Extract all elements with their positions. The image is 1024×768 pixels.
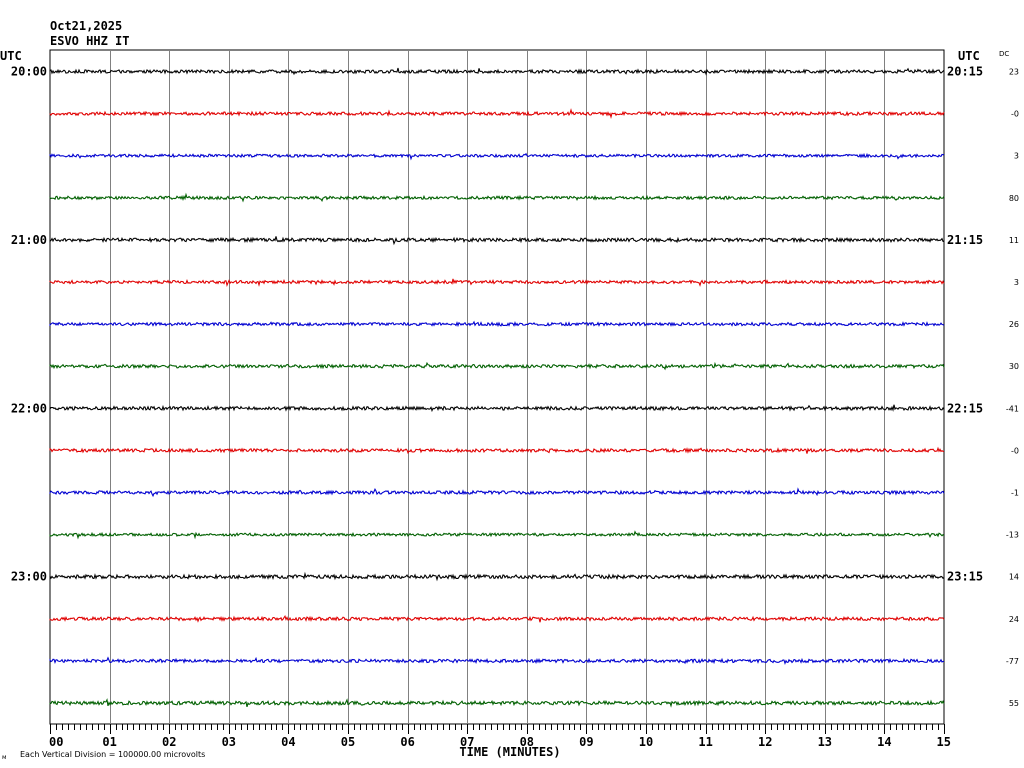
trace-line: [49, 614, 945, 623]
scale-note: Each Vertical Division = 100000.00 micro…: [20, 750, 206, 759]
trace-dc-offset-label: 14: [1009, 573, 1019, 582]
x-tick-label: 08: [520, 735, 534, 749]
x-tick-label: 02: [162, 735, 176, 749]
trace-line: [49, 404, 945, 413]
trace-line: [49, 192, 945, 203]
trace-line: [49, 698, 945, 708]
trace-start-time-label: 21:00: [11, 233, 47, 247]
trace-dc-offset-label: -13: [1006, 531, 1019, 540]
trace-line: [49, 361, 945, 371]
trace-end-time-label: 23:15: [947, 570, 983, 584]
x-tick-label: 12: [758, 735, 772, 749]
x-tick-label: 13: [818, 735, 832, 749]
time-axis: 00 01 02 03 04 05 06 07 08 09 10 11 12 13 14 15 TIME (MI…: [49, 724, 951, 759]
x-axis-title: TIME (MINUTES): [459, 745, 560, 759]
seismic-traces: [49, 67, 945, 708]
trace-line: [49, 530, 945, 540]
date-label: Oct21,2025: [50, 19, 123, 33]
trace-line: [49, 320, 945, 328]
trace-end-time-label: 21:15: [947, 233, 983, 247]
x-tick-label: 09: [579, 735, 593, 749]
trace-dc-offset-label: 80: [1009, 194, 1019, 203]
trace-line: [49, 571, 945, 582]
trace-dc-offset-label: 26: [1009, 320, 1019, 329]
trace-start-time-label: 23:00: [11, 570, 47, 584]
trace-line: [49, 67, 945, 76]
plot-frame: [49, 49, 945, 725]
trace-dc-offset-label: -77: [1006, 657, 1019, 666]
trace-dc-offset-label: -0: [1011, 446, 1019, 455]
trace-end-time-label: 20:15: [947, 65, 983, 79]
trace-dc-offset-label: 23: [1009, 68, 1019, 77]
trace-dc-offset-label: 3: [1014, 278, 1019, 287]
x-tick-label: 00: [49, 735, 63, 749]
trace-line: [49, 446, 945, 455]
chart-grid: [49, 49, 945, 725]
x-tick-label: 10: [639, 735, 653, 749]
trace-dc-offset-label: 55: [1009, 699, 1019, 708]
corner-mark: ᴍ: [2, 754, 7, 761]
dc-column-label: DC: [999, 50, 1010, 58]
trace-dc-offset-label: -0: [1011, 110, 1019, 119]
trace-dc-offset-label: 24: [1009, 615, 1019, 624]
trace-end-time-label: 22:15: [947, 401, 983, 415]
x-tick-label: 03: [222, 735, 236, 749]
trace-line: [49, 152, 945, 161]
utc-right-label: UTC: [958, 49, 980, 63]
x-tick-label: 15: [937, 735, 951, 749]
trace-dc-offset-label: -1: [1011, 489, 1019, 498]
x-tick-label: 14: [877, 735, 891, 749]
trace-dc-offset-label: 3: [1014, 152, 1019, 161]
trace-line: [49, 487, 945, 498]
chart-labels: 20:00 20:15 23 -0 3 80 21:00 21:15 11 3 26 30 22:00 2…: [11, 65, 1019, 709]
trace-dc-offset-label: -41: [1006, 404, 1019, 413]
x-tick-label: 11: [698, 735, 712, 749]
trace-line: [49, 278, 945, 288]
trace-dc-offset-label: 11: [1009, 236, 1019, 245]
x-tick-label: 05: [341, 735, 355, 749]
trace-line: [49, 656, 944, 665]
trace-start-time-label: 22:00: [11, 401, 47, 415]
trace-line: [49, 108, 945, 119]
x-tick-label: 07: [460, 735, 474, 749]
trace-start-time-label: 20:00: [11, 65, 47, 79]
station-label: ESVO HHZ IT: [50, 34, 130, 48]
x-tick-label: 06: [400, 735, 414, 749]
x-tick-label: 01: [102, 735, 116, 749]
utc-left-label: UTC: [0, 49, 22, 63]
trace-dc-offset-label: 30: [1009, 362, 1019, 371]
x-tick-label: 04: [281, 735, 295, 749]
trace-line: [49, 236, 945, 246]
